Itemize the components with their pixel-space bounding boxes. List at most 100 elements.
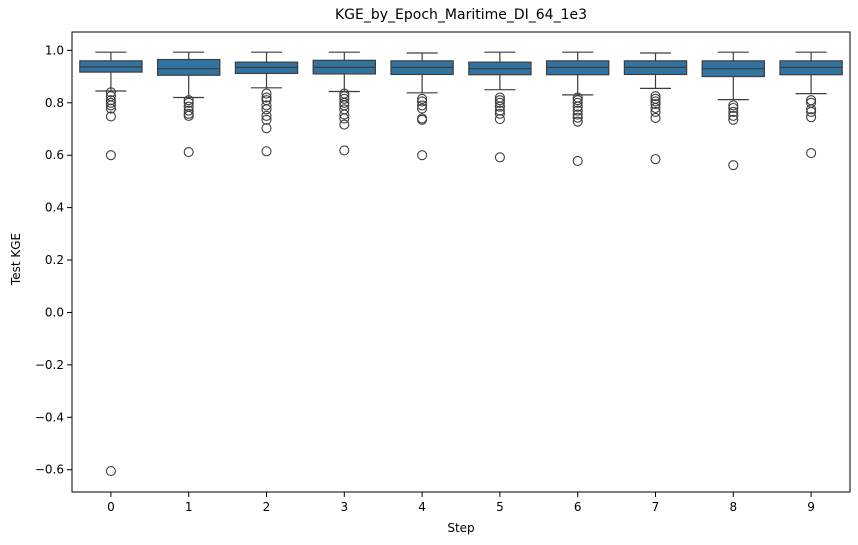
box-group bbox=[156, 51, 221, 158]
outlier-point bbox=[105, 111, 116, 122]
outlier-point bbox=[261, 110, 272, 121]
x-tick-label: 3 bbox=[340, 500, 348, 514]
x-tick-label: 6 bbox=[574, 500, 582, 514]
outlier-point bbox=[650, 106, 661, 117]
outlier-point bbox=[105, 95, 116, 106]
outlier-point bbox=[650, 112, 661, 124]
outlier-point bbox=[572, 105, 583, 116]
outlier-point bbox=[183, 105, 194, 116]
plot-frame bbox=[71, 31, 851, 493]
y-tick-label: 0.2 bbox=[45, 253, 64, 267]
outlier-point bbox=[806, 106, 817, 117]
x-axis-label: Step bbox=[447, 521, 474, 535]
outlier-point bbox=[261, 104, 272, 115]
box-group bbox=[545, 51, 610, 167]
outlier-point bbox=[728, 114, 739, 125]
y-tick-label: 0.8 bbox=[45, 96, 64, 110]
outlier-point bbox=[183, 97, 194, 108]
outlier-point bbox=[417, 150, 428, 161]
outlier-point bbox=[261, 100, 272, 111]
box-group bbox=[779, 51, 843, 159]
outlier-point bbox=[494, 97, 505, 108]
outlier-point bbox=[494, 113, 505, 125]
plot-area: −0.6 −0.4 −0.2 0.0 0.2 0.4 0.6 0.8 1.0 0 1 2 3 4 5 6 7 8 9 bbox=[35, 31, 851, 514]
outlier-point bbox=[572, 116, 583, 127]
outlier-point bbox=[261, 123, 272, 134]
outlier-point bbox=[339, 109, 350, 120]
y-tick-label: 0.4 bbox=[45, 201, 64, 215]
y-tick-label: −0.4 bbox=[35, 410, 64, 424]
box-group bbox=[623, 52, 688, 165]
outlier-point bbox=[417, 100, 428, 111]
outlier-point bbox=[105, 97, 116, 108]
outlier-point bbox=[183, 146, 194, 158]
outlier-point bbox=[105, 103, 116, 114]
y-tick-label: −0.2 bbox=[35, 358, 64, 372]
outlier-point bbox=[572, 95, 583, 106]
outlier-point bbox=[494, 105, 505, 116]
chart-title: KGE_by_Epoch_Maritime_DI_64_1e3 bbox=[335, 7, 587, 23]
outlier-point bbox=[572, 109, 583, 120]
outlier-point bbox=[261, 88, 272, 99]
box-group bbox=[79, 51, 143, 477]
outlier-point bbox=[728, 110, 739, 121]
box bbox=[156, 58, 221, 76]
outlier-point bbox=[417, 93, 428, 104]
outlier-point bbox=[572, 155, 583, 167]
outlier-point bbox=[261, 92, 272, 103]
y-tick-label: 1.0 bbox=[45, 43, 64, 57]
outlier-point bbox=[728, 106, 739, 117]
outlier-point bbox=[728, 160, 739, 171]
outlier-point bbox=[417, 114, 428, 125]
outlier-point bbox=[105, 100, 116, 111]
outlier-point bbox=[417, 96, 428, 107]
outlier-point bbox=[339, 113, 350, 124]
box-group bbox=[701, 51, 766, 171]
x-tick-label: 0 bbox=[107, 500, 115, 514]
outlier-point bbox=[806, 104, 817, 115]
outlier-point bbox=[650, 102, 661, 114]
x-tick-label: 8 bbox=[729, 500, 737, 514]
x-tick-label: 5 bbox=[496, 500, 504, 514]
y-tick-label: 0.6 bbox=[45, 148, 64, 162]
outlier-point bbox=[650, 99, 661, 110]
outlier-point bbox=[261, 146, 272, 157]
outlier-point bbox=[650, 91, 661, 102]
outlier-point bbox=[806, 148, 817, 159]
outlier-point bbox=[105, 150, 116, 161]
outlier-point bbox=[339, 145, 350, 156]
x-tick-label: 1 bbox=[185, 500, 193, 514]
outlier-point bbox=[572, 101, 583, 112]
outlier-point bbox=[728, 102, 739, 114]
box-group bbox=[312, 51, 377, 156]
outlier-point bbox=[339, 93, 350, 104]
outlier-point bbox=[417, 103, 428, 114]
x-tick-label: 9 bbox=[807, 500, 815, 514]
outlier-point bbox=[572, 112, 583, 123]
outlier-point bbox=[494, 152, 505, 163]
outlier-point bbox=[339, 119, 350, 130]
x-tick-label: 7 bbox=[652, 500, 660, 514]
outlier-point bbox=[183, 110, 194, 121]
outlier-point bbox=[494, 101, 505, 112]
outlier-point bbox=[494, 95, 505, 106]
outlier-point bbox=[339, 97, 350, 108]
outlier-point bbox=[650, 154, 661, 165]
outlier-point bbox=[494, 108, 505, 119]
y-tick-label: 0.0 bbox=[45, 305, 64, 319]
x-tick-label: 2 bbox=[263, 500, 271, 514]
outlier-point bbox=[572, 97, 583, 108]
x-tick-label: 4 bbox=[418, 500, 426, 514]
outlier-point bbox=[105, 465, 116, 477]
outlier-point bbox=[728, 100, 739, 111]
y-tick-label: −0.6 bbox=[35, 463, 64, 477]
box-group bbox=[468, 51, 532, 163]
box-group bbox=[390, 52, 454, 161]
outlier-point bbox=[183, 95, 194, 106]
outlier-point bbox=[105, 87, 116, 98]
box-group bbox=[234, 51, 299, 157]
y-axis-label: Test KGE bbox=[9, 233, 23, 286]
outlier-point bbox=[261, 114, 272, 125]
outlier-point bbox=[650, 96, 661, 107]
